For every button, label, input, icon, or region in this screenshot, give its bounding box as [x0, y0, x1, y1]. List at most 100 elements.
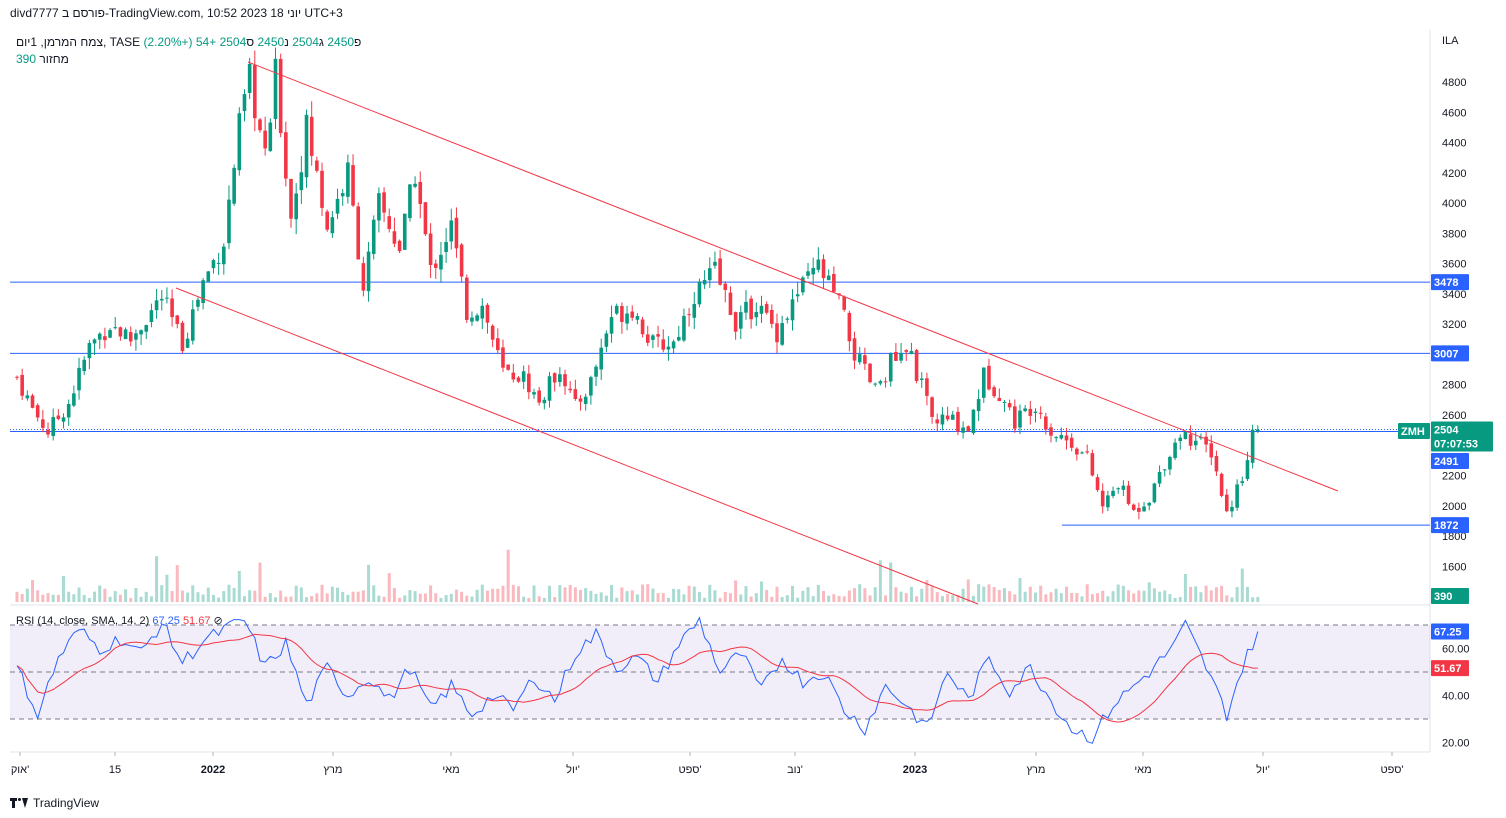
candle-body	[976, 399, 981, 412]
tradingview-logo[interactable]: TradingView	[10, 796, 99, 810]
candles	[15, 47, 1260, 520]
volume-label: מחזור	[39, 52, 69, 66]
candle-body	[1059, 434, 1064, 439]
candle-body	[620, 306, 624, 322]
volume-bar	[15, 591, 19, 602]
volume-bar	[232, 587, 236, 602]
candle-body	[144, 325, 149, 332]
price-tick-label: 1800	[1442, 531, 1466, 543]
candle-body	[1116, 488, 1121, 490]
volume-bar	[408, 590, 412, 602]
rsi-line	[16, 616, 1259, 744]
candle-body	[278, 58, 283, 134]
tag-volume-text: 390	[1434, 591, 1452, 603]
volume-bar	[284, 596, 288, 602]
volume-bar	[620, 587, 624, 602]
volume-bar	[227, 584, 231, 602]
volume-bar	[1137, 590, 1141, 602]
volume-bar	[806, 587, 810, 602]
volume-bar	[310, 595, 314, 602]
volume-bar	[87, 597, 91, 602]
price-tick-label: 2200	[1442, 471, 1466, 483]
lower-trendline	[175, 287, 979, 605]
candle-body	[1250, 429, 1255, 463]
volume-bar	[863, 588, 867, 602]
volume-bars	[15, 549, 1260, 602]
time-tick-label: יול'	[566, 763, 580, 776]
volume-bar	[62, 575, 66, 602]
candle-body	[651, 335, 655, 340]
volume-bar	[842, 596, 846, 602]
volume-bar	[77, 587, 81, 602]
volume-bar	[749, 596, 753, 602]
candle-body	[537, 390, 541, 403]
volume-bar	[72, 594, 76, 602]
candle-body	[289, 178, 293, 219]
hide-icon[interactable]: ⊘	[213, 615, 223, 627]
candle-body	[1013, 406, 1017, 429]
currency-label: ILA	[1442, 35, 1459, 47]
candle-body	[216, 262, 221, 264]
volume-bar	[155, 556, 159, 602]
candle-body	[1085, 451, 1089, 453]
candle-body	[728, 292, 733, 315]
symbol-name[interactable]: צמח המרמן, 1יום, TASE	[16, 35, 141, 49]
tag-1872-bg	[1431, 517, 1469, 534]
volume-legend[interactable]: מחזור 390	[16, 52, 69, 66]
volume-bar	[516, 586, 520, 602]
candle-body	[1168, 456, 1172, 470]
tag-rsi-ma-bg	[1431, 660, 1469, 677]
candle-body	[1028, 408, 1033, 416]
candle-body	[589, 377, 593, 396]
candle-body	[123, 329, 128, 340]
candle-body	[930, 397, 934, 417]
volume-bar	[677, 589, 681, 602]
volume-bar	[1178, 597, 1182, 602]
volume-bar	[82, 594, 86, 602]
volume-bar	[992, 587, 996, 602]
volume-bar	[573, 587, 577, 602]
volume-bar	[279, 590, 283, 602]
volume-bar	[656, 593, 660, 602]
volume-bar	[351, 591, 355, 602]
volume-bar	[1194, 586, 1198, 602]
candle-body	[873, 383, 878, 385]
candle-body	[335, 198, 340, 214]
candle-body	[868, 363, 872, 383]
volume-bar	[134, 587, 138, 602]
candle-body	[30, 395, 35, 408]
candle-body	[413, 183, 417, 187]
candle-body	[1219, 473, 1224, 496]
candle-body	[211, 260, 216, 269]
volume-bar	[480, 584, 484, 602]
volume-bar	[1168, 594, 1172, 602]
volume-bar	[604, 595, 608, 602]
volume-bar	[211, 594, 215, 602]
rsi-legend[interactable]: RSI (14, close, SMA, 14, 2) 67.25 51.67 …	[16, 614, 223, 627]
candle-body	[227, 199, 231, 244]
candle-body	[950, 414, 955, 420]
price-tick-label: 4600	[1442, 107, 1466, 119]
low-label: נ	[284, 35, 289, 49]
volume-bar	[1225, 595, 1229, 602]
tag-volume-bg	[1431, 588, 1469, 604]
volume-bar	[93, 591, 97, 602]
volume-bar	[496, 588, 500, 602]
main-legend[interactable]: צמח המרמן, 1יום, TASE פ2450 ג2504 נ2450 …	[16, 35, 361, 49]
volume-bar	[398, 597, 402, 602]
volume-bar	[775, 586, 779, 602]
volume-bar	[511, 584, 515, 602]
volume-bar	[129, 597, 133, 602]
candle-body	[682, 315, 686, 341]
time-tick-label: מרץ	[324, 764, 343, 776]
volume-bar	[367, 564, 371, 602]
candle-body	[294, 193, 298, 220]
candle-body	[878, 381, 883, 384]
candle-body	[475, 315, 479, 321]
grid	[10, 30, 1431, 753]
candle-body	[733, 312, 738, 332]
volume-bar	[966, 579, 970, 602]
volume-bar	[506, 549, 510, 602]
volume-bar	[837, 595, 841, 602]
